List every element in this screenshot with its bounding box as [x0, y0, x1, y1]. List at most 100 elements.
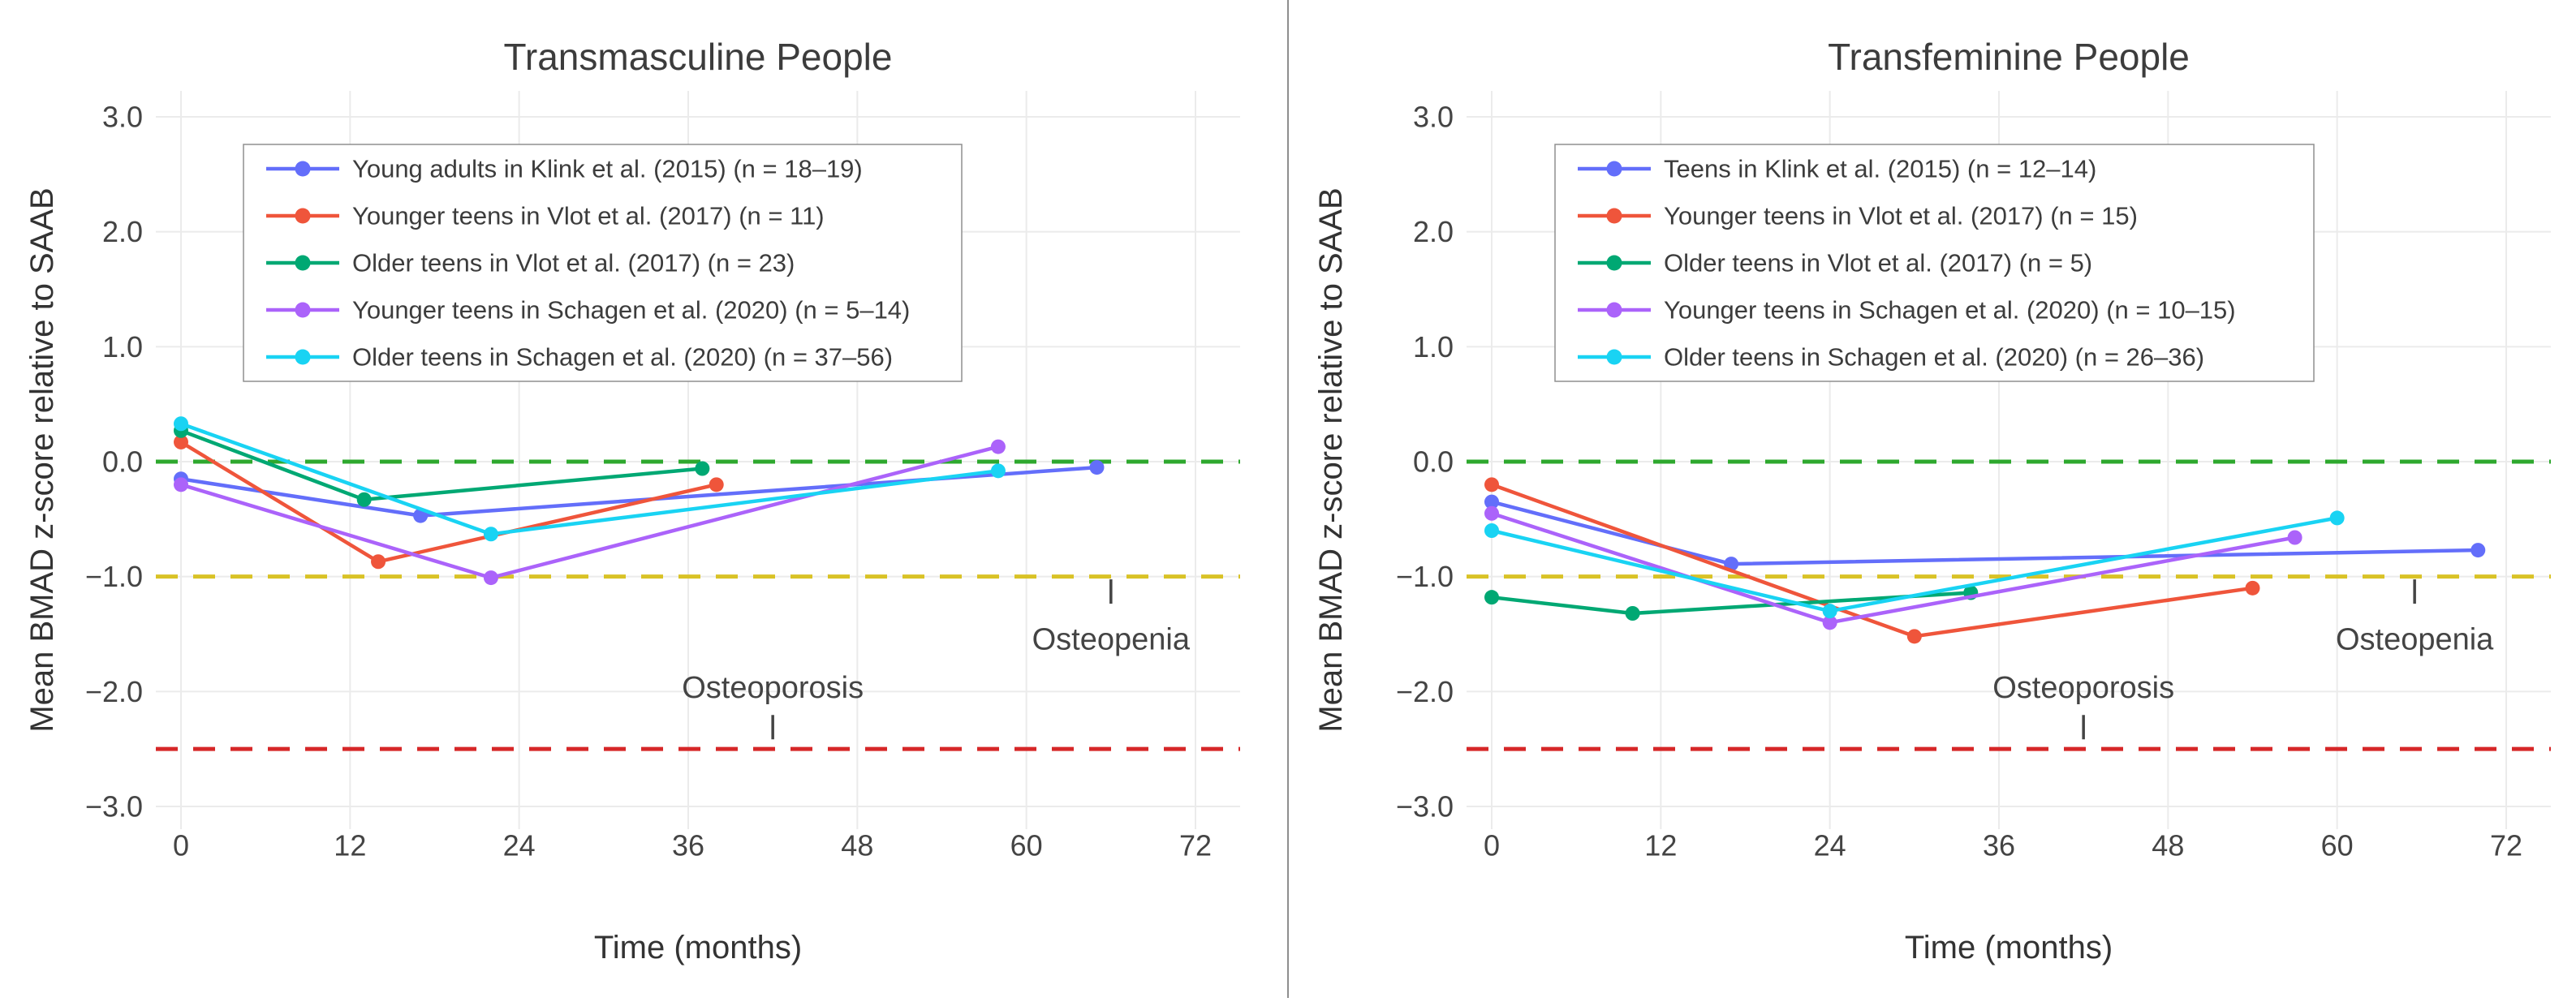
chart-title: Transmasculine People	[504, 36, 893, 78]
legend-entry[interactable]: Older teens in Vlot et al. (2017) (n = 5…	[1578, 249, 2092, 277]
data-point-marker	[1484, 590, 1499, 605]
y-tick-label: 1.0	[1413, 330, 1454, 363]
legend-entry[interactable]: Younger teens in Vlot et al. (2017) (n =…	[266, 202, 825, 230]
y-tick-label: 3.0	[102, 101, 143, 134]
legend-swatch-marker	[295, 302, 311, 318]
x-tick-label: 36	[672, 829, 704, 862]
x-tick-label: 60	[2321, 829, 2354, 862]
data-point-marker	[174, 416, 188, 432]
x-tick-label: 12	[1644, 829, 1677, 862]
legend-entry[interactable]: Younger teens in Vlot et al. (2017) (n =…	[1578, 202, 2138, 230]
y-tick-label: −2.0	[1396, 675, 1454, 708]
legend-entry-label: Older teens in Schagen et al. (2020) (n …	[352, 343, 893, 372]
transmasculine-chart-svg: 3.0 2.0 1.0 0.0 −1.0 −2.0 −3.0 0 12 24 36 48 60 72 Tra…	[24, 36, 1240, 965]
x-tick-label: 72	[1179, 829, 1212, 862]
data-point-marker	[1089, 460, 1105, 475]
x-axis-label: Time (months)	[1905, 930, 2113, 965]
x-tick-label: 24	[503, 829, 536, 862]
series	[174, 416, 1006, 542]
annotation: Osteopenia	[2336, 579, 2494, 657]
x-tick-label: 36	[1983, 829, 2015, 862]
axis-tick-labels: 3.0 2.0 1.0 0.0 −1.0 −2.0 −3.0 0 12 24 36 48 60 72	[85, 101, 1212, 862]
data-point-marker	[1625, 606, 1640, 621]
legend-entry-label: Young adults in Klink et al. (2015) (n =…	[352, 155, 863, 183]
data-point-marker	[1484, 494, 1499, 510]
y-tick-label: 1.0	[102, 330, 143, 363]
axis-tick-labels: 3.0 2.0 1.0 0.0 −1.0 −2.0 −3.0 0 12 24 36 48 60 72	[1396, 101, 2522, 862]
legend: Young adults in Klink et al. (2015) (n =…	[243, 144, 963, 382]
annotation: Osteopenia	[1032, 579, 1191, 657]
series	[174, 423, 710, 507]
x-tick-label: 48	[2152, 829, 2184, 862]
legend-swatch-marker	[1606, 255, 1622, 271]
data-point-marker	[990, 463, 1006, 479]
panel-divider	[1287, 0, 1289, 998]
annotation-text: Osteoporosis	[682, 671, 864, 705]
data-point-marker	[371, 554, 386, 570]
series	[1484, 477, 2260, 644]
legend-swatch-marker	[295, 255, 311, 271]
data-point-marker	[356, 492, 372, 507]
legend-swatch-marker	[1606, 302, 1622, 318]
x-tick-label: 0	[1484, 829, 1500, 862]
legend-entry-label: Older teens in Vlot et al. (2017) (n = 2…	[352, 249, 795, 277]
legend-swatch-marker	[295, 349, 311, 365]
data-point-marker	[2329, 510, 2345, 526]
legend-swatch-marker	[1606, 208, 1622, 224]
data-point-marker	[1906, 629, 1922, 644]
data-point-marker	[1484, 477, 1499, 492]
chart-title: Transfeminine People	[1828, 36, 2190, 78]
legend-entry-label: Older teens in Vlot et al. (2017) (n = 5…	[1664, 249, 2092, 277]
legend-entry[interactable]: Young adults in Klink et al. (2015) (n =…	[266, 155, 863, 183]
y-tick-label: −1.0	[1396, 560, 1454, 593]
legend-entry[interactable]: Older teens in Schagen et al. (2020) (n …	[266, 343, 893, 372]
legend-swatch-marker	[295, 208, 311, 224]
data-point-marker	[1822, 604, 1837, 619]
y-axis-label: Mean BMAD z-score relative to SAAB	[1313, 187, 1349, 732]
annotation-text: Osteopenia	[1032, 623, 1191, 657]
x-tick-label: 0	[173, 829, 189, 862]
chart-transfeminine: 3.0 2.0 1.0 0.0 −1.0 −2.0 −3.0 0 12 24 36 48 60 72 Tra…	[1289, 0, 2576, 998]
y-tick-label: 3.0	[1413, 101, 1454, 134]
y-axis-label: Mean BMAD z-score relative to SAAB	[24, 187, 60, 732]
data-point-marker	[695, 461, 710, 476]
legend-entry[interactable]: Younger teens in Schagen et al. (2020) (…	[266, 296, 910, 325]
data-point-marker	[2245, 580, 2260, 596]
y-tick-label: −3.0	[1396, 790, 1454, 824]
legend-entry-label: Younger teens in Vlot et al. (2017) (n =…	[352, 202, 825, 230]
y-tick-label: 0.0	[1413, 445, 1454, 479]
data-point-marker	[1484, 505, 1499, 521]
series	[1484, 505, 2302, 630]
series-line	[1489, 500, 2480, 566]
legend-entry[interactable]: Older teens in Schagen et al. (2020) (n …	[1578, 343, 2204, 372]
data-point-marker	[709, 477, 724, 492]
x-tick-label: 48	[841, 829, 873, 862]
x-tick-label: 72	[2490, 829, 2522, 862]
annotation-text: Osteopenia	[2336, 623, 2494, 657]
legend-entry[interactable]: Younger teens in Schagen et al. (2020) (…	[1578, 296, 2236, 325]
y-tick-label: −2.0	[85, 675, 143, 708]
x-tick-label: 24	[1814, 829, 1846, 862]
x-tick-label: 60	[1010, 829, 1043, 862]
y-tick-label: 0.0	[102, 445, 143, 479]
legend-entry-label: Younger teens in Schagen et al. (2020) (…	[352, 296, 910, 325]
data-point-marker	[2470, 543, 2486, 558]
legend-entry-label: Younger teens in Schagen et al. (2020) (…	[1664, 296, 2236, 325]
series	[1484, 494, 2486, 572]
data-point-marker	[483, 527, 498, 542]
legend-swatch-marker	[1606, 161, 1622, 177]
data-point-marker	[174, 434, 188, 449]
legend-entry[interactable]: Teens in Klink et al. (2015) (n = 12–14)	[1578, 155, 2096, 183]
legend: Teens in Klink et al. (2015) (n = 12–14)…	[1554, 144, 2315, 382]
data-point-marker	[483, 570, 498, 586]
transfeminine-chart-svg: 3.0 2.0 1.0 0.0 −1.0 −2.0 −3.0 0 12 24 36 48 60 72 Tra…	[1313, 36, 2551, 965]
chart-transmasculine: 3.0 2.0 1.0 0.0 −1.0 −2.0 −3.0 0 12 24 36 48 60 72 Tra…	[0, 0, 1287, 998]
legend-swatch-marker	[1606, 349, 1622, 365]
legend-entry[interactable]: Older teens in Vlot et al. (2017) (n = 2…	[266, 249, 795, 277]
annotation: Osteoporosis	[1992, 671, 2174, 740]
data-point-marker	[1484, 523, 1499, 538]
y-tick-label: −1.0	[85, 560, 143, 593]
annotation: Osteoporosis	[682, 671, 864, 740]
annotation-text: Osteoporosis	[1992, 671, 2174, 705]
